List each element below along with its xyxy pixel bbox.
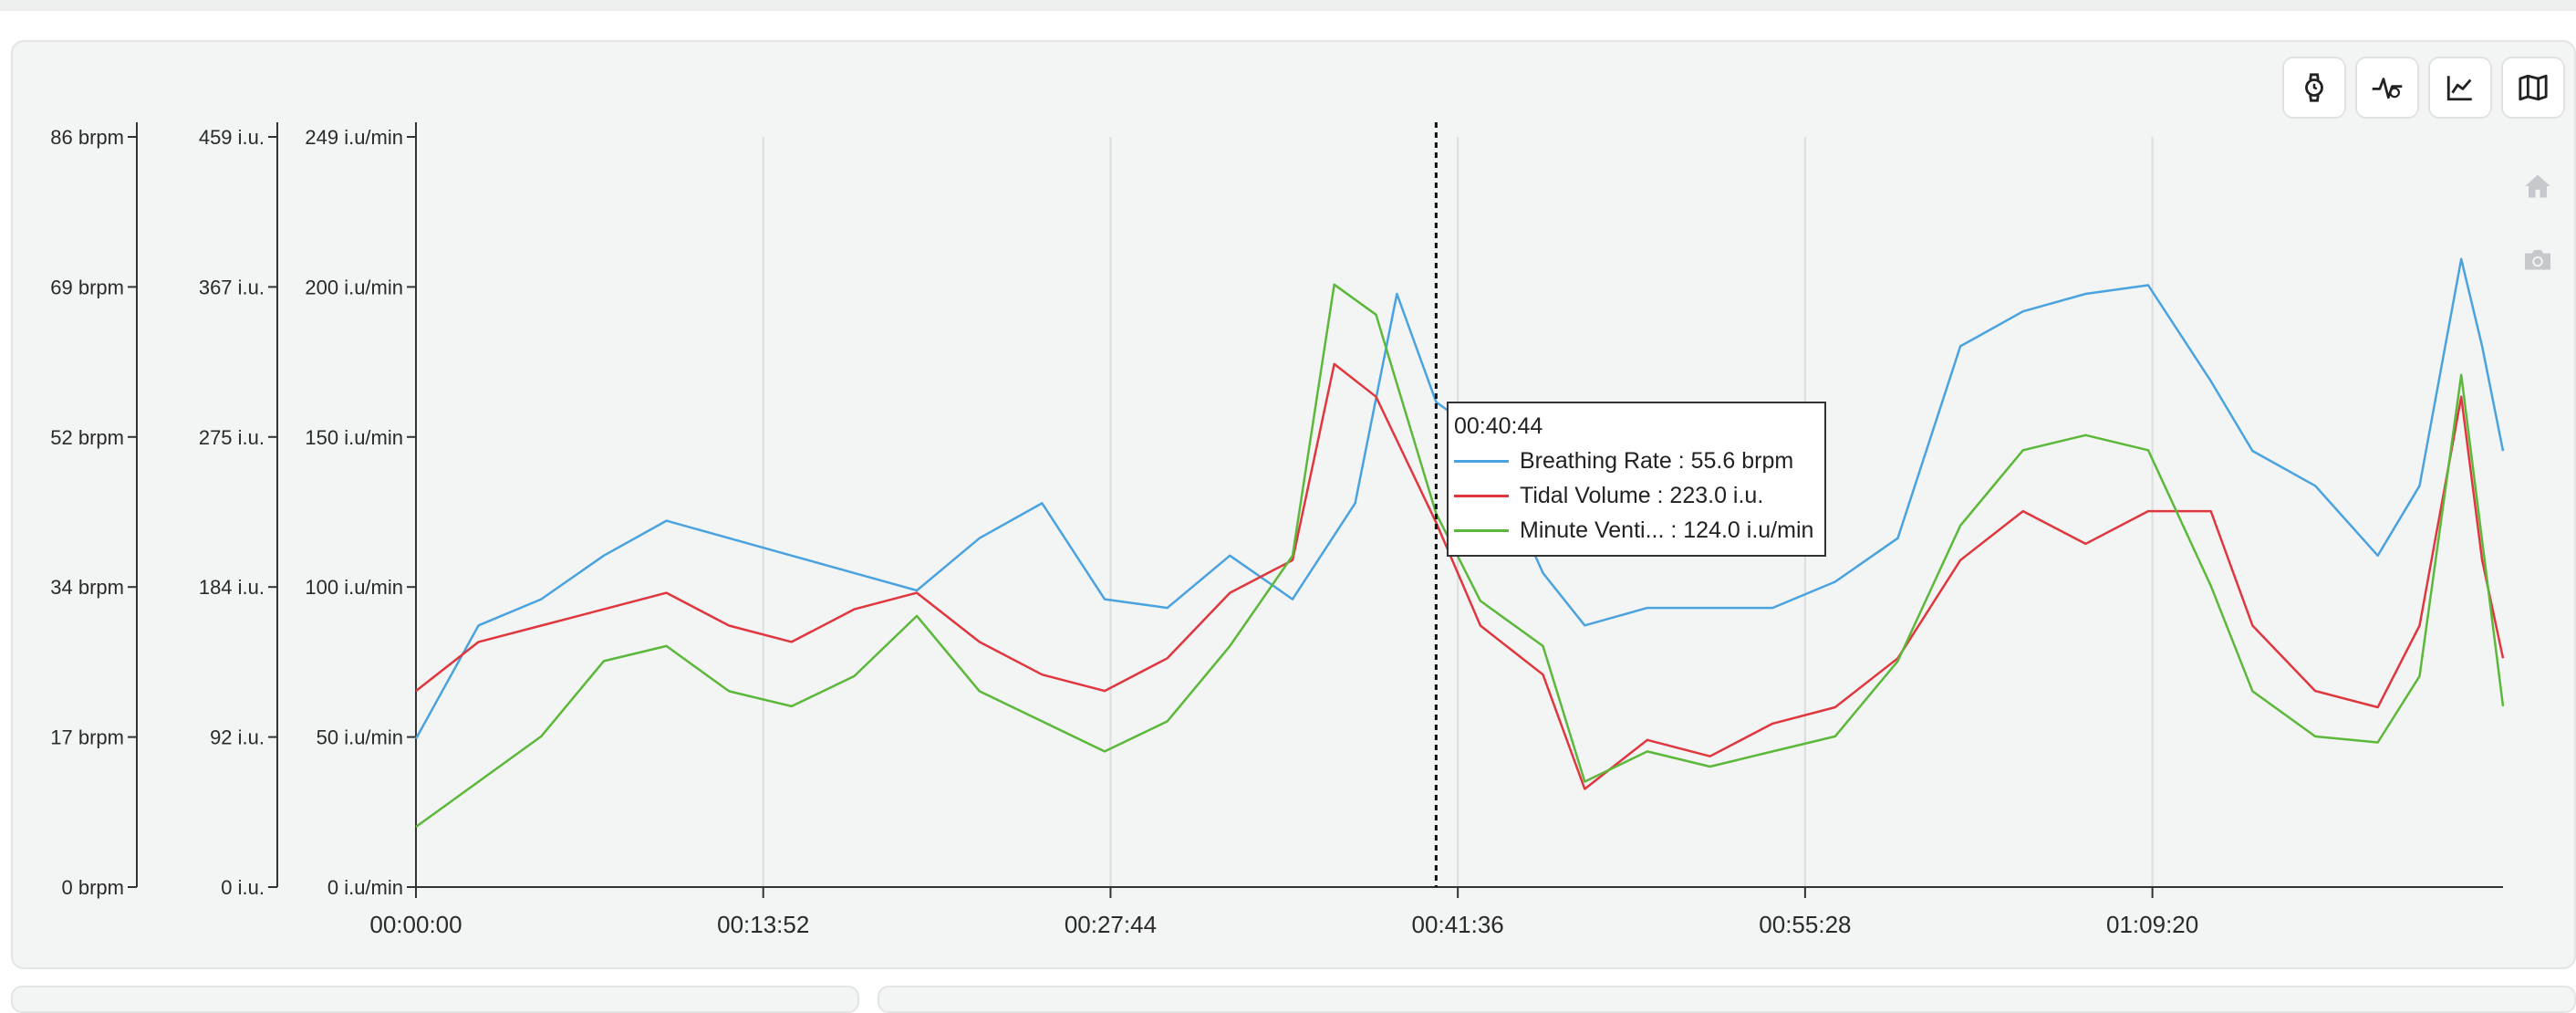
watch-icon <box>2305 73 2323 102</box>
map-icon <box>2519 74 2548 101</box>
series-line-tidal-volume <box>415 362 2505 790</box>
x-tick-label: 01:09:20 <box>2106 911 2198 938</box>
x-tick-label: 00:55:28 <box>1759 911 1851 938</box>
y-tick-label: 92 i.u. <box>210 726 265 749</box>
y-tick-label: 275 i.u. <box>199 426 265 449</box>
tooltip-swatch-breathing-rate <box>1454 459 1509 463</box>
y-tick-label: 459 i.u. <box>199 126 265 149</box>
y-tick-label: 34 brpm <box>50 576 124 599</box>
chart-card <box>11 40 2576 969</box>
y-tick-label: 150 i.u/min <box>305 426 403 449</box>
home-button[interactable] <box>2519 170 2556 203</box>
watch-button[interactable] <box>2282 57 2346 119</box>
hover-tooltip: 00:40:44 Breathing Rate : 55.6 brpm Tida… <box>1447 402 1826 557</box>
x-tick-label: 00:41:36 <box>1412 911 1504 938</box>
chart-toolbar <box>2282 57 2565 119</box>
series-line-minute-ventilation <box>415 283 2505 829</box>
y-tick-label: 249 i.u/min <box>305 126 403 149</box>
y-tick-label: 0 i.u/min <box>327 876 403 899</box>
activity-button[interactable] <box>2355 57 2419 119</box>
activity-icon <box>2372 78 2403 99</box>
y-tick-label: 86 brpm <box>50 126 124 149</box>
y-tick-label: 200 i.u/min <box>305 276 403 298</box>
tooltip-row-minute-ventilation: Minute Venti... : 124.0 i.u/min <box>1454 513 1819 548</box>
y-tick-label: 367 i.u. <box>199 276 265 298</box>
y-tick-label: 0 i.u. <box>221 876 265 899</box>
y-tick-label: 0 brpm <box>62 876 124 899</box>
y-tick-label: 50 i.u/min <box>317 726 403 749</box>
y-tick-label: 52 brpm <box>50 426 124 449</box>
camera-icon <box>2525 249 2550 270</box>
camera-button[interactable] <box>2519 243 2556 276</box>
line-chart-icon <box>2446 76 2472 101</box>
tooltip-row-breathing-rate: Breathing Rate : 55.6 brpm <box>1454 444 1819 478</box>
x-tick-label: 00:00:00 <box>369 911 462 938</box>
x-tick-label: 00:27:44 <box>1065 911 1157 938</box>
tooltip-label-minute-ventilation: Minute Venti... : 124.0 i.u/min <box>1520 517 1814 543</box>
tooltip-time: 00:40:44 <box>1454 413 1543 439</box>
x-tick-label: 00:13:52 <box>717 911 809 938</box>
y-tick-label: 100 i.u/min <box>305 576 403 599</box>
tooltip-swatch-minute-ventilation <box>1454 528 1509 532</box>
tooltip-label-breathing-rate: Breathing Rate : 55.6 brpm <box>1520 447 1794 474</box>
y-tick-label: 69 brpm <box>50 276 124 298</box>
y-tick-label: 17 brpm <box>50 726 124 749</box>
map-button[interactable] <box>2501 57 2565 119</box>
top-strip <box>0 0 2576 11</box>
home-icon <box>2525 174 2550 198</box>
tooltip-label-tidal-volume: Tidal Volume : 223.0 i.u. <box>1520 482 1764 508</box>
tooltip-swatch-tidal-volume <box>1454 494 1509 497</box>
tooltip-row-tidal-volume: Tidal Volume : 223.0 i.u. <box>1454 478 1819 513</box>
line-chart-button[interactable] <box>2428 57 2492 119</box>
y-tick-label: 184 i.u. <box>199 576 265 599</box>
